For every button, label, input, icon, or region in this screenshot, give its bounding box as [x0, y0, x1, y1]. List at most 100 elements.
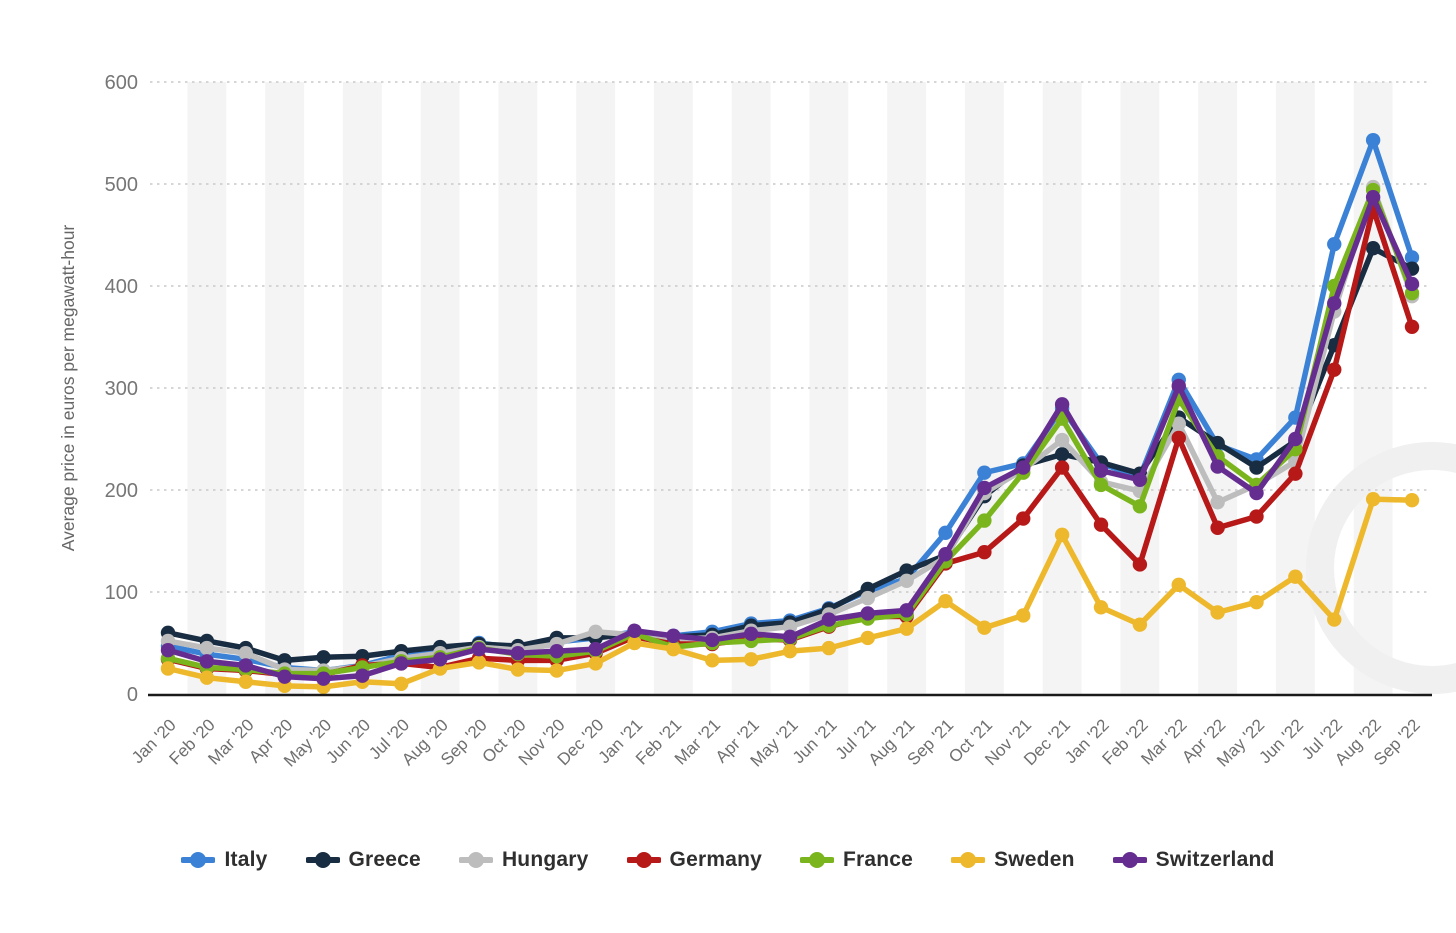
data-point-switzerland[interactable]	[1132, 472, 1148, 487]
data-point-sweden[interactable]	[1327, 612, 1342, 627]
data-point-sweden[interactable]	[471, 655, 487, 670]
legend-item-italy[interactable]: Italy	[181, 848, 267, 872]
data-point-hungary[interactable]	[782, 619, 798, 634]
data-point-sweden[interactable]	[238, 674, 253, 689]
data-point-switzerland[interactable]	[627, 623, 642, 638]
data-point-sweden[interactable]	[1404, 493, 1420, 508]
data-point-sweden[interactable]	[627, 635, 642, 651]
data-point-sweden[interactable]	[1210, 605, 1225, 620]
data-point-switzerland[interactable]	[355, 668, 370, 683]
data-point-sweden[interactable]	[821, 640, 837, 656]
legend-item-greece[interactable]: Greece	[305, 848, 421, 872]
data-point-switzerland[interactable]	[1210, 459, 1225, 474]
data-point-switzerland[interactable]	[549, 643, 564, 659]
data-point-sweden[interactable]	[588, 656, 603, 671]
data-point-hungary[interactable]	[199, 640, 215, 656]
data-point-france[interactable]	[1132, 499, 1148, 514]
data-point-hungary[interactable]	[1171, 416, 1186, 431]
data-point-switzerland[interactable]	[1404, 276, 1420, 292]
data-point-greece[interactable]	[316, 650, 331, 665]
data-point-switzerland[interactable]	[1093, 463, 1109, 478]
data-point-italy[interactable]	[977, 465, 992, 480]
data-point-switzerland[interactable]	[394, 656, 409, 671]
data-point-germany[interactable]	[1132, 557, 1148, 572]
data-point-hungary[interactable]	[588, 624, 603, 639]
data-point-sweden[interactable]	[782, 643, 798, 659]
data-point-switzerland[interactable]	[588, 641, 603, 657]
data-point-sweden[interactable]	[1249, 595, 1264, 610]
data-point-switzerland[interactable]	[471, 641, 487, 657]
data-point-italy[interactable]	[1365, 132, 1381, 148]
data-point-sweden[interactable]	[1054, 527, 1070, 543]
data-point-switzerland[interactable]	[1249, 485, 1264, 501]
data-point-france[interactable]	[1093, 477, 1109, 493]
data-point-hungary[interactable]	[860, 590, 875, 606]
data-point-hungary[interactable]	[1210, 495, 1225, 510]
data-point-germany[interactable]	[1016, 511, 1031, 526]
data-point-hungary[interactable]	[899, 573, 914, 588]
legend-item-sweden[interactable]: Sweden	[951, 848, 1075, 872]
data-point-switzerland[interactable]	[782, 629, 798, 645]
legend-item-hungary[interactable]: Hungary	[458, 848, 589, 872]
data-point-switzerland[interactable]	[666, 628, 681, 644]
data-point-germany[interactable]	[1054, 460, 1070, 475]
data-point-germany[interactable]	[1327, 362, 1342, 377]
data-point-italy[interactable]	[938, 525, 953, 541]
data-point-switzerland[interactable]	[743, 626, 759, 642]
data-point-sweden[interactable]	[510, 662, 526, 677]
data-point-greece[interactable]	[1054, 447, 1070, 462]
data-point-sweden[interactable]	[394, 676, 409, 691]
data-point-switzerland[interactable]	[238, 658, 253, 673]
data-point-sweden[interactable]	[938, 593, 953, 609]
data-point-sweden[interactable]	[666, 641, 681, 657]
data-point-sweden[interactable]	[160, 661, 176, 676]
data-point-switzerland[interactable]	[160, 642, 176, 658]
data-point-sweden[interactable]	[1288, 569, 1303, 584]
legend-item-france[interactable]: France	[799, 848, 913, 872]
data-point-sweden[interactable]	[199, 670, 215, 685]
data-point-switzerland[interactable]	[977, 480, 992, 496]
data-point-hungary[interactable]	[238, 646, 253, 661]
data-point-sweden[interactable]	[1132, 617, 1148, 632]
data-point-germany[interactable]	[1404, 319, 1420, 334]
data-point-sweden[interactable]	[705, 653, 720, 668]
data-point-switzerland[interactable]	[705, 632, 720, 648]
data-point-switzerland[interactable]	[1016, 460, 1031, 475]
data-point-italy[interactable]	[1404, 250, 1420, 265]
data-point-greece[interactable]	[1365, 241, 1381, 256]
data-point-switzerland[interactable]	[899, 603, 914, 618]
data-point-italy[interactable]	[1327, 236, 1342, 252]
data-point-sweden[interactable]	[860, 630, 875, 646]
data-point-greece[interactable]	[899, 563, 914, 578]
data-point-switzerland[interactable]	[316, 671, 331, 686]
legend-item-germany[interactable]: Germany	[626, 848, 762, 872]
data-point-switzerland[interactable]	[277, 669, 292, 684]
data-point-sweden[interactable]	[1093, 600, 1109, 615]
data-point-switzerland[interactable]	[510, 646, 526, 661]
data-point-switzerland[interactable]	[1288, 431, 1303, 447]
data-point-germany[interactable]	[1210, 520, 1225, 535]
data-point-switzerland[interactable]	[1327, 296, 1342, 311]
data-point-switzerland[interactable]	[1171, 378, 1186, 394]
data-point-france[interactable]	[977, 513, 992, 528]
data-point-greece[interactable]	[1249, 460, 1264, 475]
data-point-germany[interactable]	[1171, 430, 1186, 446]
data-point-sweden[interactable]	[1365, 491, 1381, 507]
data-point-sweden[interactable]	[977, 620, 992, 635]
legend-item-switzerland[interactable]: Switzerland	[1112, 848, 1275, 872]
data-point-sweden[interactable]	[1016, 608, 1031, 623]
data-point-germany[interactable]	[1093, 517, 1109, 532]
data-point-germany[interactable]	[1249, 509, 1264, 524]
data-point-germany[interactable]	[977, 545, 992, 560]
data-point-hungary[interactable]	[1054, 432, 1070, 448]
data-point-switzerland[interactable]	[432, 652, 448, 667]
data-point-switzerland[interactable]	[860, 606, 875, 621]
data-point-switzerland[interactable]	[199, 654, 215, 669]
data-point-sweden[interactable]	[549, 663, 564, 678]
data-point-sweden[interactable]	[899, 621, 914, 636]
data-point-germany[interactable]	[1288, 466, 1303, 481]
data-point-switzerland[interactable]	[821, 612, 837, 627]
data-point-switzerland[interactable]	[1365, 190, 1381, 205]
data-point-switzerland[interactable]	[938, 547, 953, 562]
data-point-sweden[interactable]	[743, 652, 759, 667]
